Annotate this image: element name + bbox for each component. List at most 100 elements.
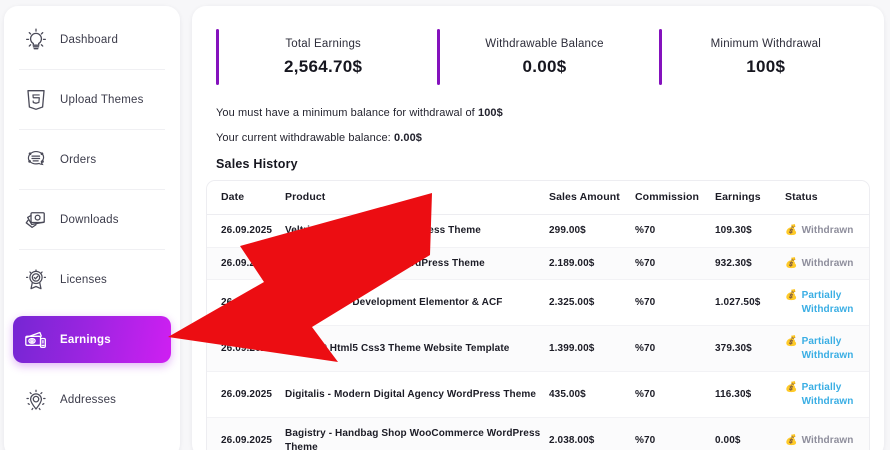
award-badge-icon — [23, 267, 49, 293]
stat-card-withdrawable-balance: Withdrawable Balance 0.00$ — [427, 20, 648, 94]
status-badge: 💰 Partially Withdrawn — [785, 335, 869, 362]
status-badge: 💰 Partially Withdrawn — [785, 381, 869, 408]
status-badge: 💰 Withdrawn — [785, 224, 869, 238]
money-bag-icon: 💰 — [785, 290, 798, 301]
table-head: Date Product Sales Amount Commission Earning… — [207, 181, 869, 215]
table-row[interactable]: 26.09.2025 Veltrox - Web Development Elem… — [207, 279, 869, 326]
table-body: 26.09.2025 Veltrix - Multipurpose WordPre… — [207, 214, 869, 450]
orders-icon — [23, 147, 49, 173]
money-bag-icon: 💰 — [785, 336, 798, 347]
sidebar-item-label: Downloads — [60, 213, 119, 226]
table-row[interactable]: 26.09.2025 Nightclub - Night Club WordPre… — [207, 247, 869, 280]
cell-earnings: 116.30$ — [715, 371, 785, 418]
cell-product: Veltrox - Web Development Elementor & AC… — [285, 279, 549, 326]
status-badge: 💰 Withdrawn — [785, 434, 869, 448]
table-row[interactable]: 26.09.2025 Digitalis - Modern Digital Age… — [207, 371, 869, 418]
cell-date: 26.09.2025 — [207, 325, 285, 372]
location-pin-icon — [23, 387, 49, 413]
cell-earnings: 109.30$ — [715, 214, 785, 248]
status-badge: 💰 Withdrawn — [785, 257, 869, 271]
cell-product: Lowlight Html5 Css3 Theme Website Templa… — [285, 325, 549, 372]
sidebar-item-earnings[interactable]: Earnings — [13, 316, 171, 363]
cell-sales-amount: 1.399.00$ — [549, 325, 635, 372]
column-header-status[interactable]: Status — [785, 181, 869, 215]
downloads-icon — [23, 207, 49, 233]
wallet-cash-icon — [23, 327, 49, 353]
stat-label: Minimum Withdrawal — [710, 37, 821, 50]
cell-product: Bagistry - Handbag Shop WooCommerce Word… — [285, 417, 549, 450]
cell-date: 26.09.2025 — [207, 371, 285, 418]
stat-card-body: Withdrawable Balance 0.00$ — [440, 38, 648, 77]
cell-sales-amount: 2.038.00$ — [549, 417, 635, 450]
cell-date: 26.09.2025 — [207, 247, 285, 280]
cell-date: 26.09.2025 — [207, 417, 285, 450]
cell-sales-amount: 435.00$ — [549, 371, 635, 418]
column-header-earnings[interactable]: Earnings — [715, 181, 785, 215]
stats-row: Total Earnings 2,564.70$ Withdrawable Bala… — [206, 20, 870, 94]
status-label: Withdrawn — [801, 225, 854, 236]
cell-date: 26.09.2025 — [207, 214, 285, 248]
current-balance-note: Your current withdrawable balance: 0.00$ — [206, 132, 870, 144]
current-balance-text: Your current withdrawable balance: — [216, 132, 394, 144]
column-header-date[interactable]: Date — [207, 181, 285, 215]
money-bag-icon: 💰 — [785, 434, 798, 446]
stat-card-total-earnings: Total Earnings 2,564.70$ — [206, 20, 427, 94]
status-badge: 💰 Partially Withdrawn — [785, 289, 869, 316]
stat-label: Total Earnings — [285, 37, 361, 50]
stat-value: 100$ — [746, 56, 786, 76]
status-label: Partially Withdrawn — [801, 336, 854, 361]
sidebar-item-addresses[interactable]: Addresses — [13, 376, 171, 423]
minimum-balance-note: You must have a minimum balance for with… — [206, 107, 870, 119]
minimum-balance-value: 100$ — [478, 107, 503, 119]
cell-status: 💰 Withdrawn — [785, 417, 869, 450]
sales-history-table: Date Product Sales Amount Commission Earning… — [207, 181, 869, 450]
column-header-sales-amount[interactable]: Sales Amount — [549, 181, 635, 215]
cell-commission: %70 — [635, 417, 715, 450]
cell-status: 💰 Withdrawn — [785, 214, 869, 248]
cell-sales-amount: 299.00$ — [549, 214, 635, 248]
cell-commission: %70 — [635, 214, 715, 248]
cell-sales-amount: 2.325.00$ — [549, 279, 635, 326]
column-header-commission[interactable]: Commission — [635, 181, 715, 215]
stat-accent-bar — [216, 29, 219, 85]
sidebar: Dashboard Upload Themes Orders Downloads Lic… — [4, 6, 180, 450]
status-label: Partially Withdrawn — [801, 382, 854, 407]
cell-sales-amount: 2.189.00$ — [549, 247, 635, 280]
cell-date: 26.09.2025 — [207, 279, 285, 326]
sidebar-item-label: Licenses — [60, 273, 107, 286]
html5-shield-icon — [23, 87, 49, 113]
sales-history-table-wrapper: Date Product Sales Amount Commission Earning… — [206, 180, 870, 450]
cell-earnings: 0.00$ — [715, 417, 785, 450]
cell-status: 💰 Partially Withdrawn — [785, 325, 869, 372]
table-row[interactable]: 26.09.2025 Bagistry - Handbag Shop WooCom… — [207, 417, 869, 450]
sidebar-item-licenses[interactable]: Licenses — [13, 249, 171, 303]
cell-status: 💰 Withdrawn — [785, 247, 869, 280]
sidebar-item-dashboard[interactable]: Dashboard — [13, 16, 171, 63]
sidebar-item-downloads[interactable]: Downloads — [13, 189, 171, 243]
cell-product: Digitalis - Modern Digital Agency WordPr… — [285, 371, 549, 418]
table-row[interactable]: 26.09.2025 Veltrix - Multipurpose WordPre… — [207, 214, 869, 248]
stat-value: 2,564.70$ — [283, 56, 363, 76]
column-header-product[interactable]: Product — [285, 181, 549, 215]
cell-earnings: 379.30$ — [715, 325, 785, 372]
money-bag-icon: 💰 — [785, 257, 798, 269]
money-bag-icon: 💰 — [785, 382, 798, 393]
cell-earnings: 1.027.50$ — [715, 279, 785, 326]
stat-card-body: Minimum Withdrawal 100$ — [662, 38, 870, 77]
stat-accent-bar — [658, 29, 662, 85]
cell-commission: %70 — [635, 371, 715, 418]
sidebar-item-label: Orders — [60, 153, 97, 166]
cell-status: 💰 Partially Withdrawn — [785, 279, 869, 326]
main-content: Total Earnings 2,564.70$ Withdrawable Bala… — [192, 6, 884, 450]
money-bag-icon: 💰 — [785, 225, 798, 236]
sidebar-item-upload-themes[interactable]: Upload Themes — [13, 69, 171, 123]
status-label: Withdrawn — [801, 434, 854, 446]
table-row[interactable]: 26.09.2025 Lowlight Html5 Css3 Theme Webs… — [207, 325, 869, 372]
sidebar-item-orders[interactable]: Orders — [13, 129, 171, 183]
cell-product: Veltrix - Multipurpose WordPress Theme — [285, 214, 549, 248]
sidebar-item-label: Upload Themes — [60, 93, 144, 106]
sidebar-item-label: Addresses — [60, 393, 117, 406]
stat-value: 0.00$ — [522, 56, 567, 76]
stat-card-body: Total Earnings 2,564.70$ — [219, 38, 427, 77]
